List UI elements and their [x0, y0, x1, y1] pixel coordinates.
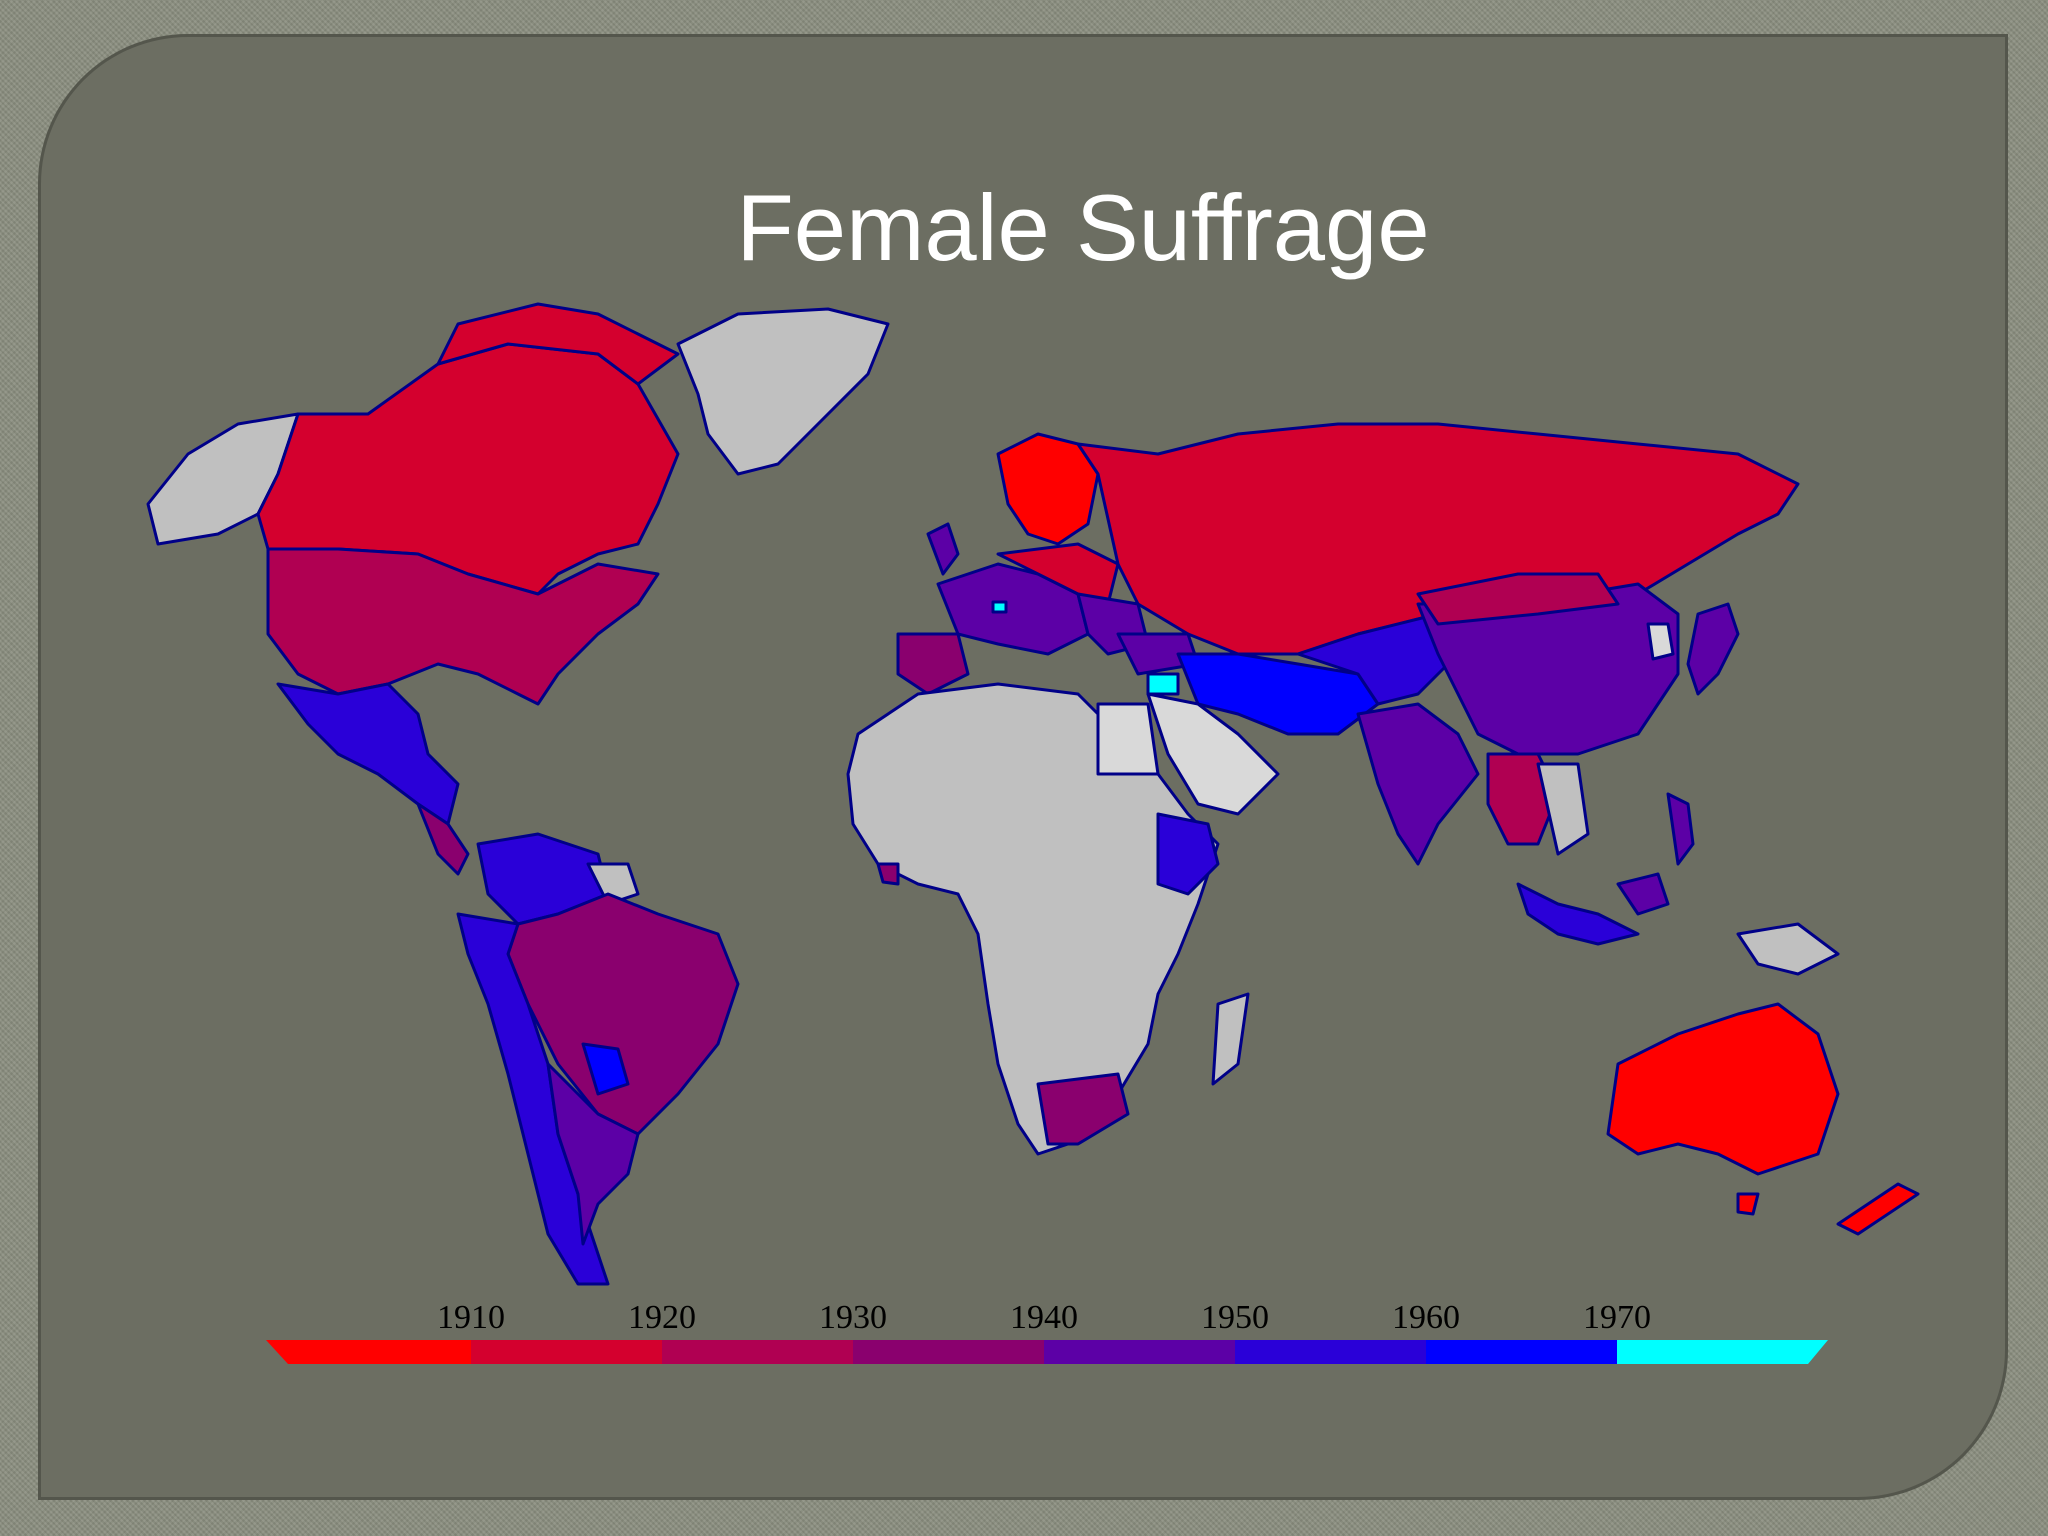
- region-argentina: [546, 1062, 640, 1246]
- region-brazil: [506, 892, 740, 1136]
- legend-tick-label: 1930: [819, 1299, 887, 1336]
- slide-background: Female Suffrage: [38, 34, 2008, 1500]
- region-indochina: [1536, 762, 1590, 856]
- year-legend: 1910 1920 1930 1940 1950 1960 1970: [266, 1299, 1828, 1364]
- region-mongolia: [1416, 572, 1620, 626]
- region-indonesia: [1516, 882, 1640, 946]
- legend-tick-label: 1940: [1010, 1299, 1078, 1336]
- region-philippines: [1666, 792, 1695, 866]
- region-central-america: [416, 802, 470, 876]
- legend-tick-label: 1920: [628, 1299, 696, 1336]
- legend-swatch: [1044, 1340, 1235, 1364]
- region-iberia: [896, 632, 970, 696]
- legend-swatch: [853, 1340, 1044, 1364]
- legend-tick-label: 1950: [1201, 1299, 1269, 1336]
- region-central-asia: [1296, 612, 1460, 706]
- region-scandinavia: [996, 432, 1100, 546]
- region-guianas: [586, 862, 640, 906]
- legend-swatch: [266, 1340, 471, 1364]
- region-madagascar: [1211, 992, 1250, 1086]
- region-tasmania: [1736, 1192, 1760, 1216]
- region-arctic-islands: [436, 302, 680, 386]
- legend-swatch: [1235, 1340, 1426, 1364]
- region-new-guinea: [1736, 922, 1840, 976]
- legend-swatch: [471, 1340, 662, 1364]
- legend-color-bar: [266, 1340, 1828, 1364]
- legend-tick-label: 1970: [1583, 1299, 1651, 1336]
- region-borneo: [1616, 872, 1670, 916]
- region-japan: [1686, 602, 1740, 696]
- region-switzerland: [991, 600, 1008, 614]
- slide-title: Female Suffrage: [736, 175, 1430, 280]
- region-bolivia: [581, 1042, 630, 1096]
- region-greenland: [676, 307, 890, 476]
- region-mexico: [276, 682, 460, 826]
- region-australia: [1606, 1002, 1840, 1176]
- region-new-zealand: [1836, 1182, 1920, 1236]
- region-peru-chile: [456, 912, 610, 1286]
- legend-swatch: [1426, 1340, 1617, 1364]
- region-syria-iraq: [1146, 672, 1180, 696]
- region-arabia: [1146, 692, 1280, 816]
- region-ethiopia: [1156, 812, 1220, 896]
- region-uk: [926, 522, 960, 576]
- legend-swatch: [662, 1340, 853, 1364]
- region-west-africa-coast: [876, 862, 900, 886]
- world-suffrage-map: [146, 302, 1920, 1286]
- legend-swatch: [1617, 1340, 1828, 1364]
- region-india: [1356, 702, 1480, 866]
- legend-tick-label: 1910: [437, 1299, 505, 1336]
- legend-tick-label: 1960: [1392, 1299, 1460, 1336]
- region-south-africa: [1036, 1072, 1130, 1146]
- legend-labels: 1910 1920 1930 1940 1950 1960 1970: [437, 1299, 1651, 1336]
- region-korea: [1646, 622, 1675, 661]
- region-russia: [1076, 422, 1800, 656]
